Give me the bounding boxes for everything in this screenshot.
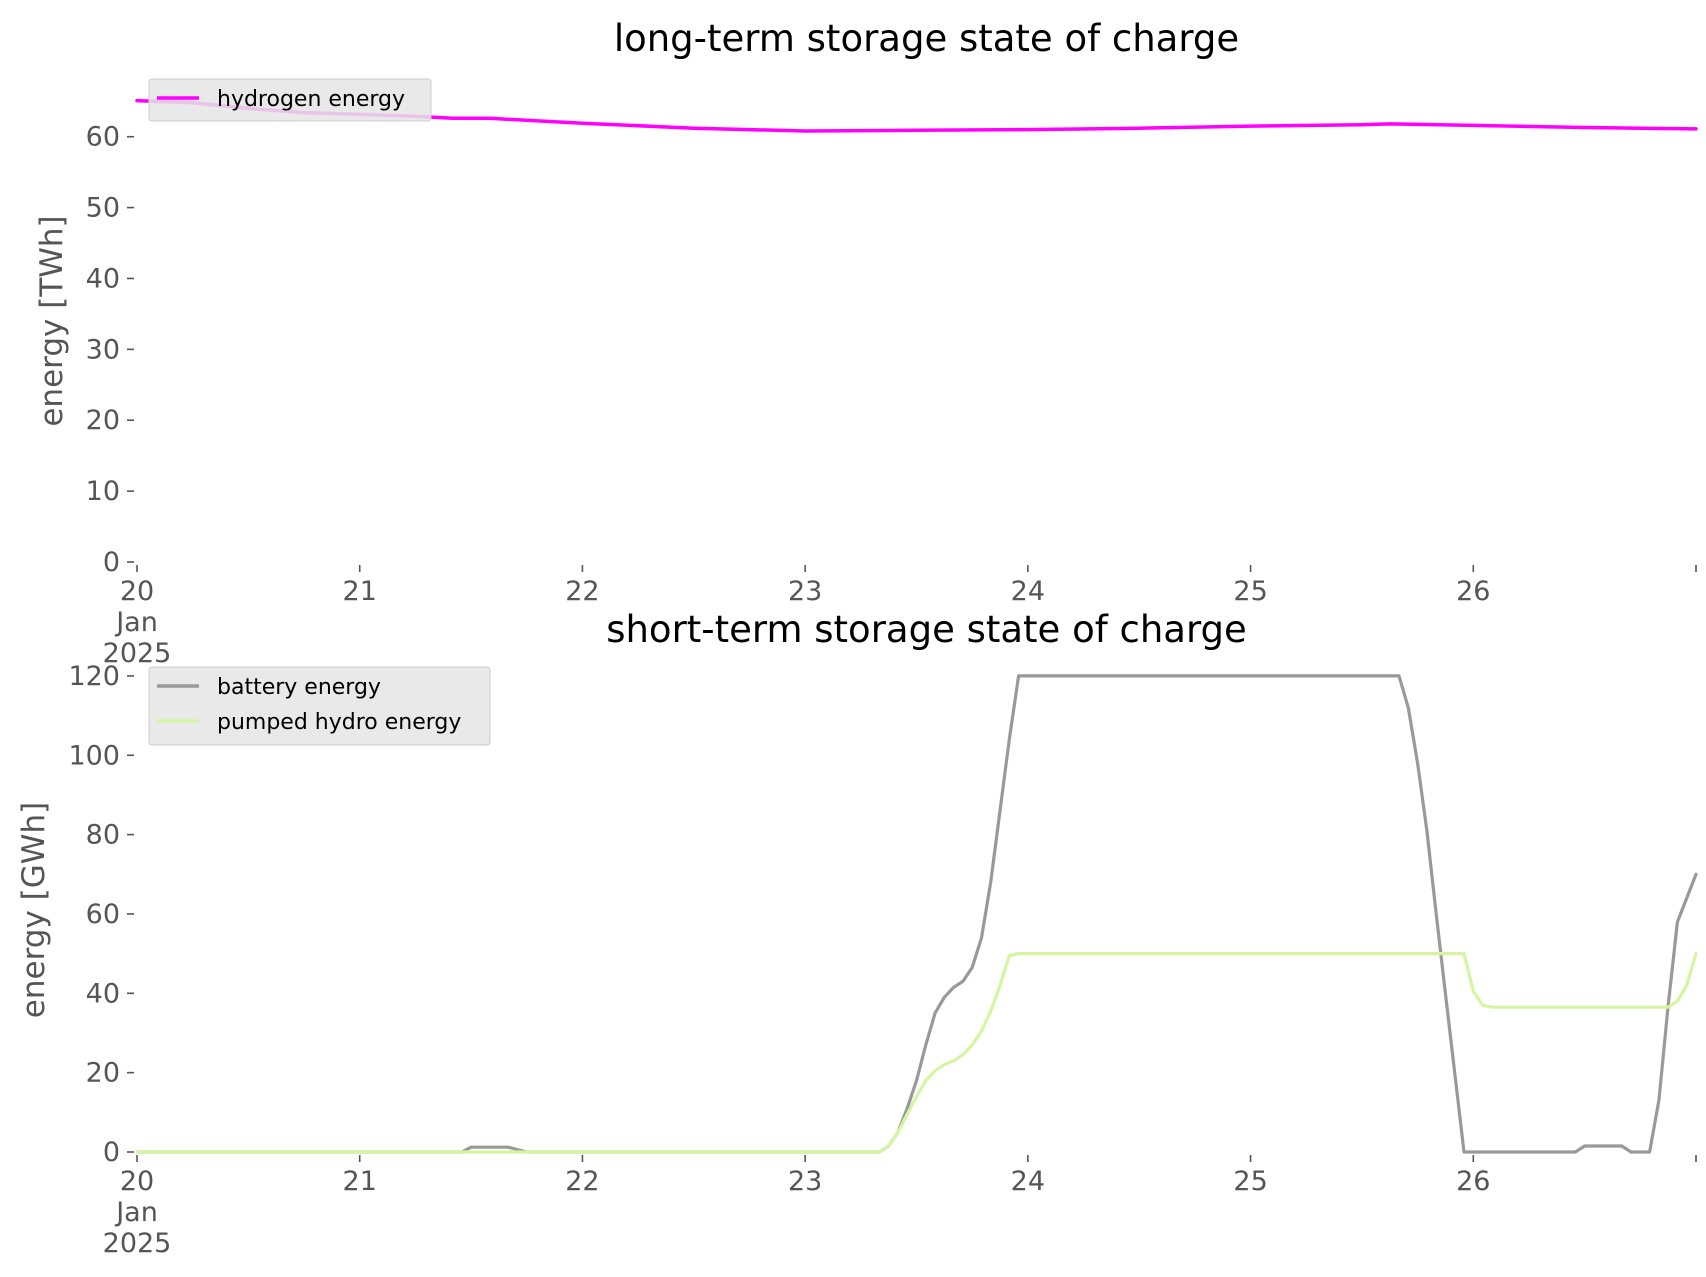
series-line-battery-energy <box>135 674 1698 1154</box>
y-tick-label: 100 <box>68 740 120 771</box>
y-axis-label: energy [TWh] <box>34 215 70 426</box>
legend-box <box>148 666 491 746</box>
y-tick-label: 30 <box>86 334 120 365</box>
y-tick-label: 10 <box>86 476 120 507</box>
x-tick-label: 20 <box>120 576 154 607</box>
y-tick-label: 20 <box>86 1058 120 1089</box>
y-tick-label: 0 <box>103 547 120 578</box>
x-tick-label: 2025 <box>103 1228 172 1259</box>
x-tick-label: 25 <box>1233 1166 1267 1197</box>
x-tick-label: Jan <box>114 607 158 638</box>
y-tick-label: 120 <box>68 661 120 692</box>
series-line-pumped-hydro-energy <box>135 951 1698 1154</box>
x-tick-label: 26 <box>1456 1166 1490 1197</box>
x-tick-label: Jan <box>114 1197 158 1228</box>
y-tick-label: 20 <box>86 405 120 436</box>
x-tick-label: 2025 <box>103 638 172 669</box>
legend: battery energy pumped hydro energy <box>148 666 491 746</box>
y-tick-label: 80 <box>86 820 120 851</box>
y-tick-label: 60 <box>86 899 120 930</box>
x-tick-label: 22 <box>565 1166 599 1197</box>
x-tick-label: 23 <box>788 576 822 607</box>
legend-label: battery energy <box>217 675 381 700</box>
x-tick-label: 21 <box>343 1166 377 1197</box>
y-tick-label: 50 <box>86 193 120 224</box>
legend-box <box>148 78 432 122</box>
y-tick-label: 60 <box>86 122 120 153</box>
y-tick-label: 40 <box>86 263 120 294</box>
x-tick-label: 24 <box>1011 576 1045 607</box>
chart-short-term: short-term storage state of charge energy… <box>16 608 1698 1259</box>
legend-label: hydrogen energy <box>217 87 405 112</box>
x-tick-label: 26 <box>1456 576 1490 607</box>
chart-title: short-term storage state of charge <box>606 608 1247 651</box>
legend: hydrogen energy <box>148 78 432 122</box>
y-tick-label: 40 <box>86 978 120 1009</box>
x-tick-label: 25 <box>1233 576 1267 607</box>
x-tick-label: 23 <box>788 1166 822 1197</box>
x-tick-label: 24 <box>1011 1166 1045 1197</box>
x-tick-label: 20 <box>120 1166 154 1197</box>
chart-long-term: long-term storage state of charge energy … <box>34 17 1698 669</box>
y-axis-label: energy [GWh] <box>16 802 52 1018</box>
x-tick-label: 21 <box>343 576 377 607</box>
chart-title: long-term storage state of charge <box>614 17 1239 60</box>
legend-label: pumped hydro energy <box>217 710 461 735</box>
x-tick-label: 22 <box>565 576 599 607</box>
y-tick-label: 0 <box>103 1137 120 1168</box>
